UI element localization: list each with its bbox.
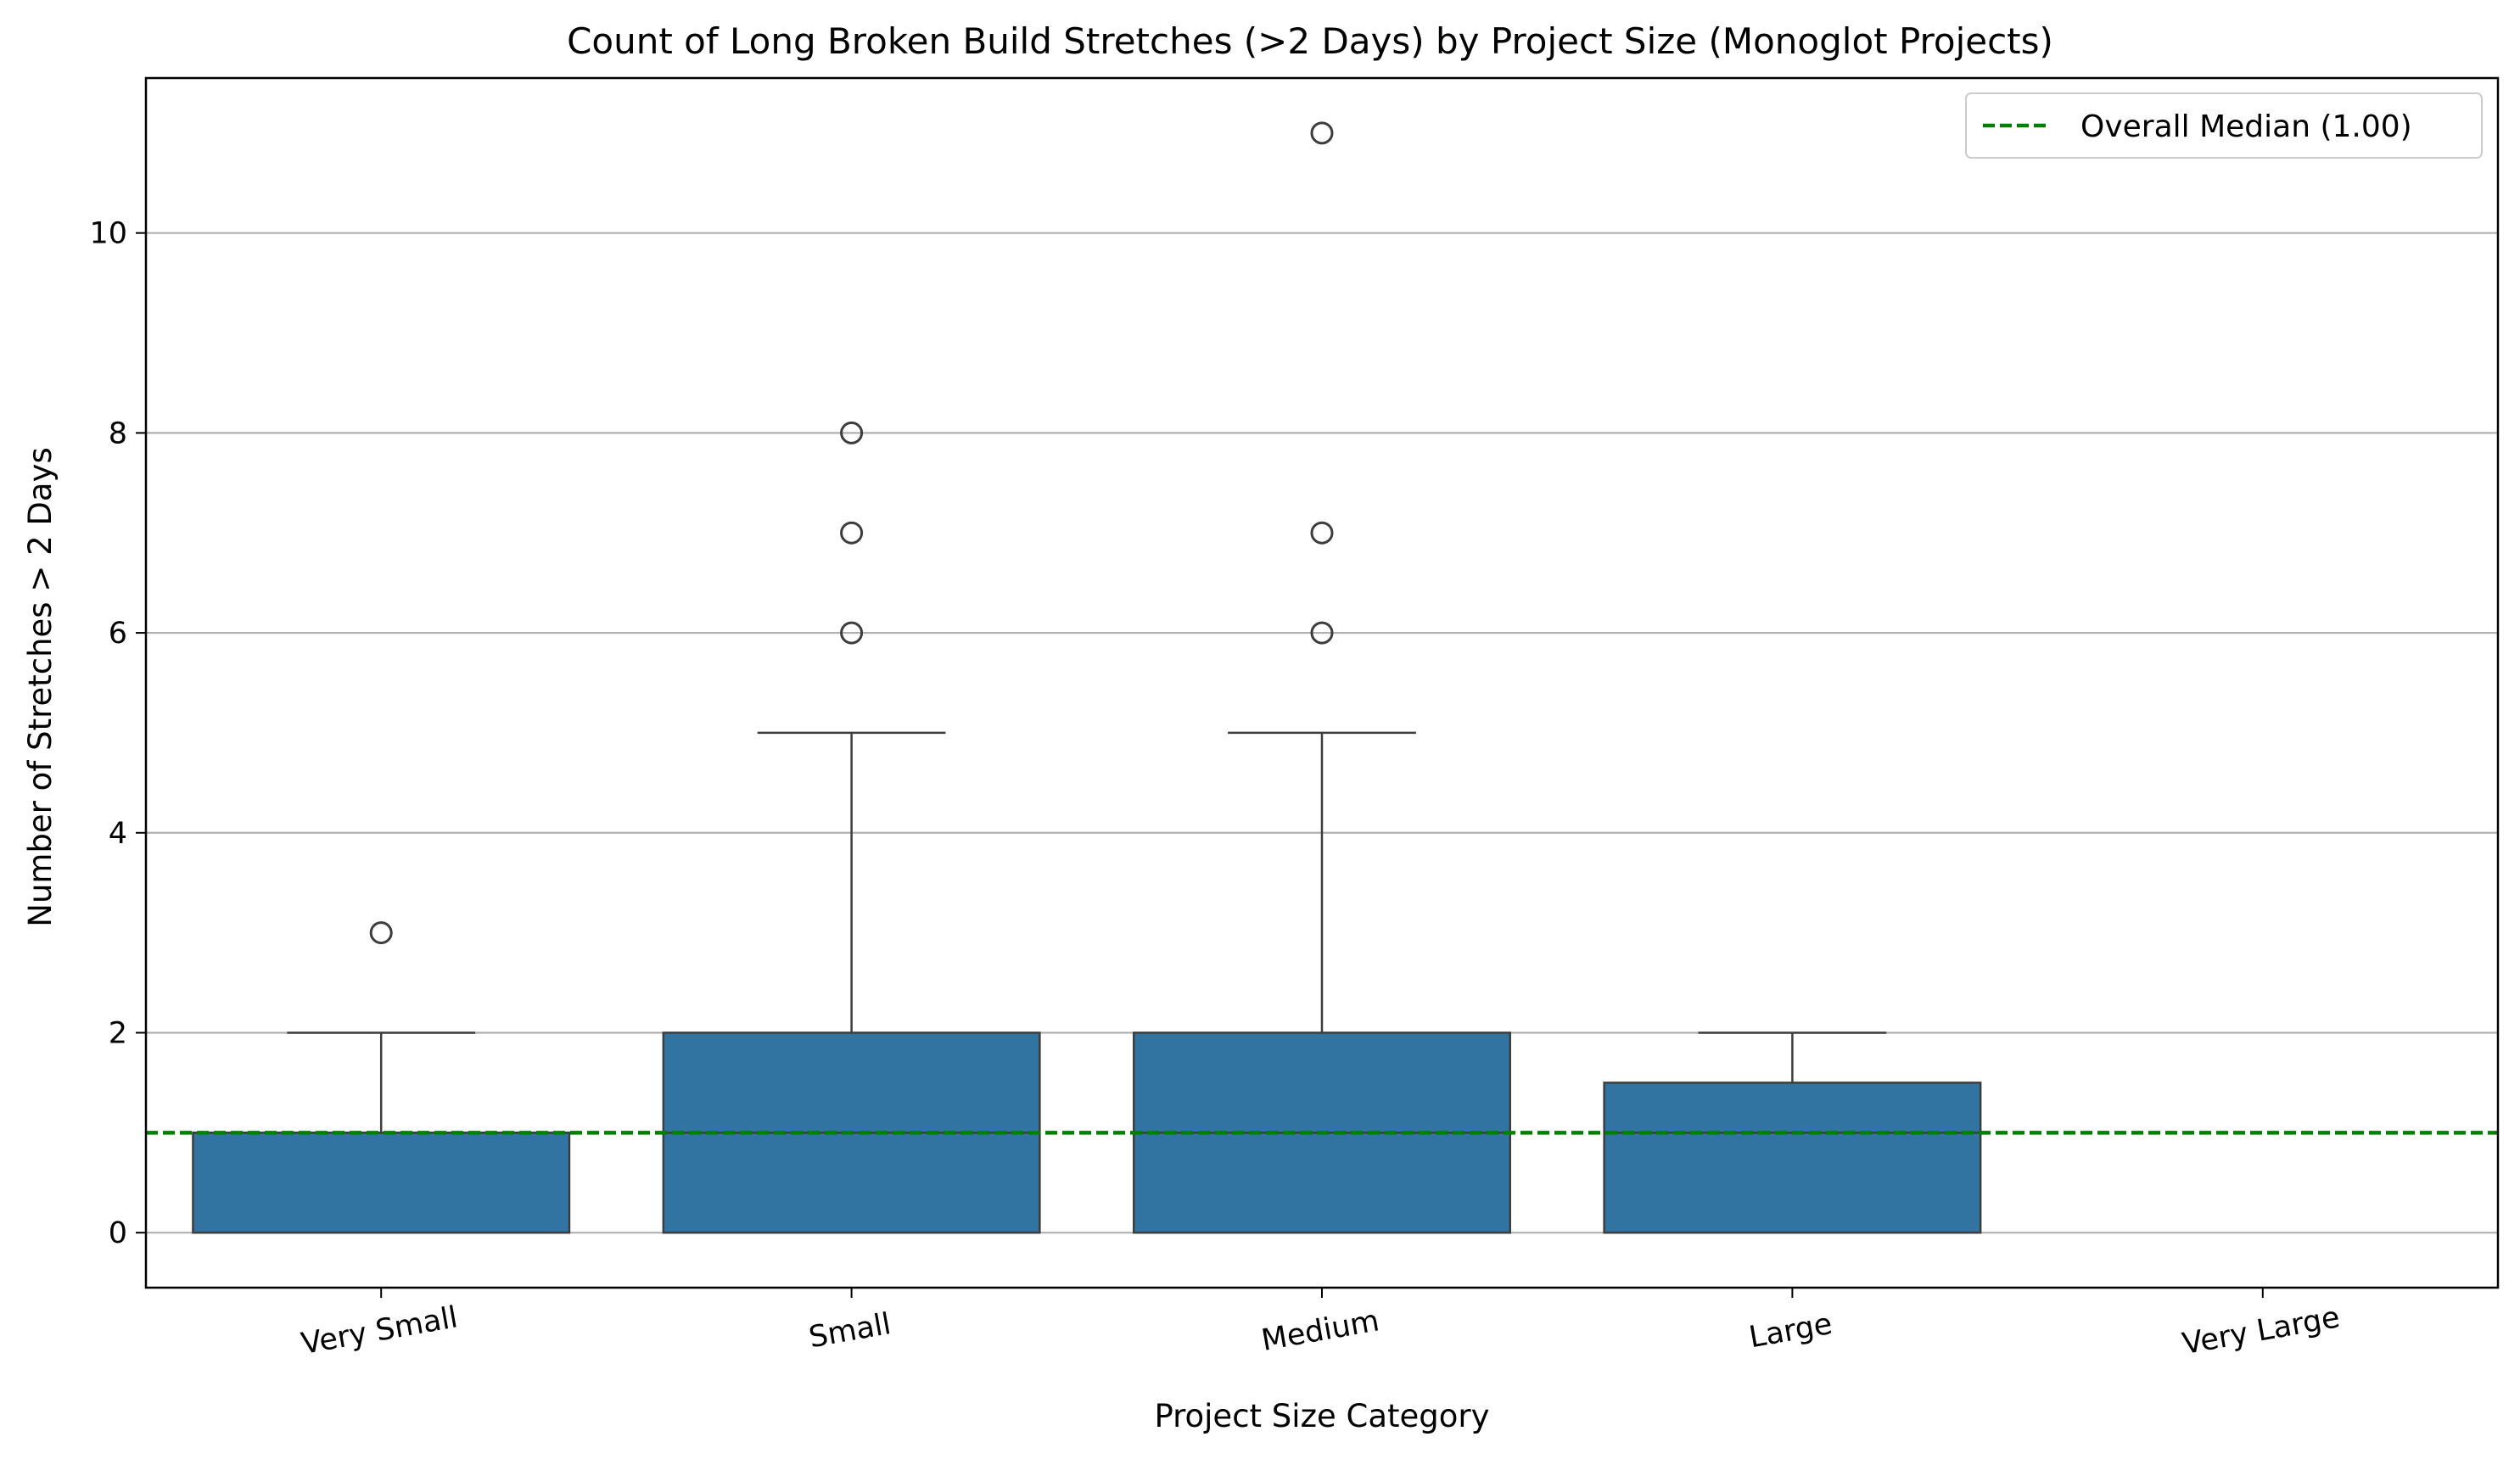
legend-frame (1965, 92, 2483, 159)
x-tick-label: Large (1747, 1307, 1835, 1355)
x-tick-label: Small (806, 1307, 893, 1355)
y-tick-label: 4 (109, 817, 127, 851)
legend: Overall Median (1.00) (1965, 92, 2483, 159)
outlier-point (840, 421, 864, 444)
y-tick-label: 2 (109, 1016, 127, 1050)
x-tick-label: Medium (1259, 1304, 1382, 1358)
outlier-point (1310, 121, 1334, 145)
outlier-point (840, 521, 864, 545)
outliers (369, 121, 1334, 945)
legend-label: Overall Median (1.00) (2080, 109, 2412, 144)
x-axis-label: Project Size Category (1154, 1398, 1489, 1434)
y-tick-label: 6 (109, 617, 127, 651)
outlier-point (840, 621, 864, 645)
chart-title: Count of Long Broken Build Stretches (>2… (567, 20, 2053, 62)
y-tick-label: 10 (89, 217, 127, 251)
y-tick-label: 0 (109, 1216, 127, 1250)
box-large (1603, 1082, 1982, 1234)
y-axis-label: Number of Stretches > 2 Days (22, 447, 59, 926)
outlier-point (1310, 621, 1334, 645)
x-axis-ticks: Very Small Small Medium Large Very Large (299, 1288, 2343, 1361)
outlier-point (1310, 521, 1334, 545)
x-tick-label: Very Small (299, 1300, 460, 1361)
y-axis-ticks: 0 2 4 6 8 10 (89, 217, 146, 1250)
outlier-point (369, 921, 393, 945)
box-very-small (192, 1132, 571, 1234)
x-tick-label: Very Large (2180, 1300, 2343, 1361)
y-tick-label: 8 (109, 416, 127, 450)
whiskers (287, 731, 1887, 1133)
